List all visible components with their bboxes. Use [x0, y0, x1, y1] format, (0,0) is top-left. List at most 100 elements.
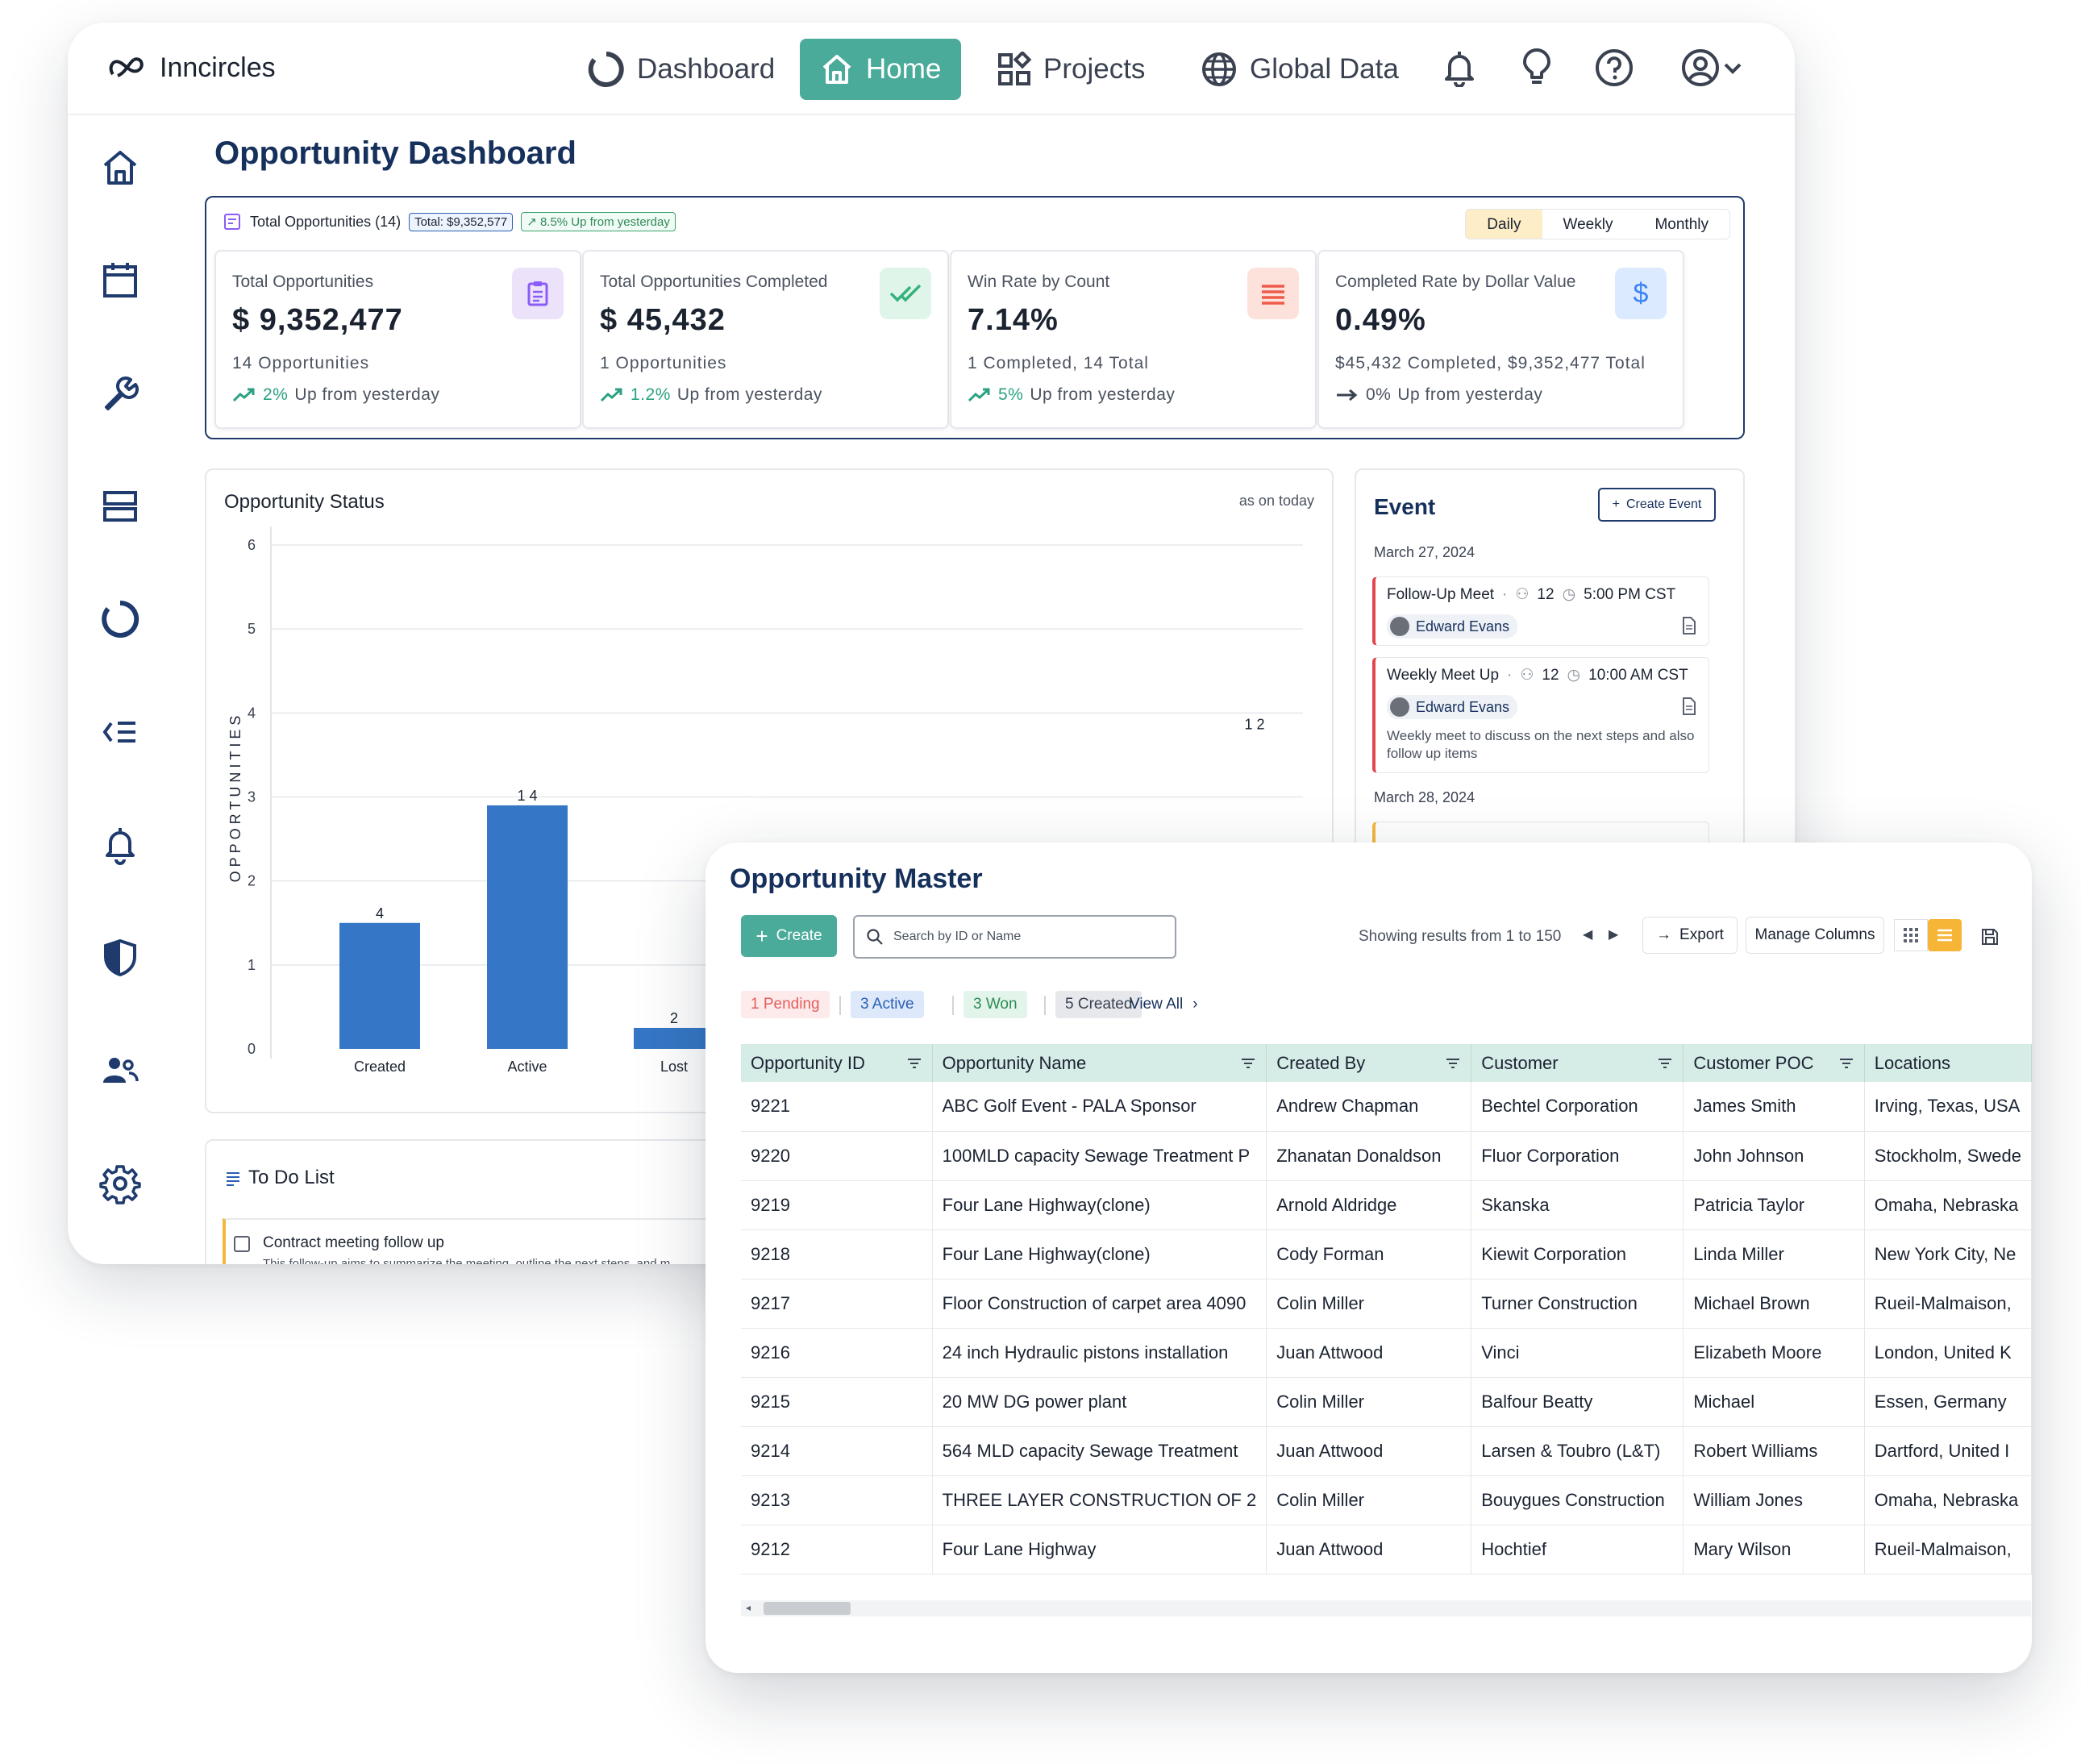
- table-row[interactable]: 9212 Four Lane Highway Juan Attwood Hochtie…: [741, 1525, 2032, 1575]
- gear-icon[interactable]: [98, 1162, 142, 1205]
- filter-icon[interactable]: [1240, 1057, 1256, 1070]
- server-icon[interactable]: [98, 485, 142, 528]
- search-box[interactable]: Search by ID or Name: [853, 915, 1176, 959]
- column-header[interactable]: Opportunity ID: [741, 1044, 933, 1082]
- kpi-card[interactable]: Win Rate by Count 7.14% 1 Completed, 14 …: [950, 250, 1317, 429]
- people-icon[interactable]: [98, 1049, 142, 1092]
- table-cell: Vinci: [1471, 1328, 1684, 1378]
- kpi-trend-percent: 0%: [1366, 385, 1392, 404]
- summary-header: Total Opportunities (14) Total: $9,352,5…: [223, 212, 676, 231]
- filter-icon[interactable]: [1838, 1057, 1854, 1070]
- horizontal-scrollbar[interactable]: ◂: [741, 1600, 2031, 1616]
- user-menu-button[interactable]: [1672, 47, 1753, 89]
- list-view-icon[interactable]: [1928, 919, 1962, 951]
- event-item-title: Weekly Meet Up: [1387, 666, 1500, 684]
- table-cell: Linda Miller: [1683, 1229, 1865, 1279]
- table-row[interactable]: 9219 Four Lane Highway(clone) Arnold Aldri…: [741, 1180, 2032, 1230]
- filter-icon[interactable]: [1657, 1057, 1673, 1070]
- scrollbar-thumb[interactable]: [764, 1602, 851, 1615]
- period-daily[interactable]: Daily: [1466, 210, 1542, 239]
- bell-icon[interactable]: [98, 823, 142, 867]
- kpi-card[interactable]: Completed Rate by Dollar Value 0.49% $45…: [1317, 250, 1684, 429]
- table-cell: Elizabeth Moore: [1683, 1328, 1865, 1378]
- attendees-icon: ⚇: [1520, 667, 1534, 684]
- table-cell: 9212: [741, 1525, 933, 1575]
- nav-global-data[interactable]: Global Data: [1180, 39, 1418, 100]
- status-filter-chip[interactable]: 3 Won: [964, 991, 1027, 1018]
- nav-projects[interactable]: Projects: [977, 39, 1164, 100]
- trend-up-icon: [232, 388, 255, 402]
- column-header[interactable]: Opportunity Name: [932, 1044, 1267, 1082]
- kpi-trend-text: Up from yesterday: [676, 385, 822, 404]
- status-filter-chip[interactable]: 1 Pending: [741, 991, 830, 1018]
- document-icon[interactable]: [1681, 616, 1697, 635]
- filter-icon[interactable]: [906, 1057, 922, 1070]
- up-chip-text: 8.5% Up from yesterday: [539, 215, 670, 229]
- bell-icon: [1445, 52, 1474, 87]
- view-toggle: [1894, 917, 1962, 954]
- scroll-left-icon[interactable]: ◂: [746, 1602, 751, 1613]
- kpi-card[interactable]: Total Opportunities $ 9,352,477 14 Oppor…: [214, 250, 581, 429]
- column-header[interactable]: Customer: [1471, 1044, 1684, 1082]
- next-page-icon[interactable]: ▶: [1609, 928, 1619, 942]
- status-filter-chip[interactable]: 3 Active: [851, 991, 924, 1018]
- status-filter-chip[interactable]: 5 Created: [1055, 991, 1142, 1018]
- clock-icon: ◷: [1567, 667, 1581, 684]
- grid-view-icon[interactable]: [1894, 919, 1928, 951]
- svg-text:$: $: [1634, 278, 1649, 309]
- tips-button[interactable]: [1516, 47, 1558, 89]
- table-cell: THREE LAYER CONSTRUCTION OF 2: [932, 1475, 1267, 1525]
- user-icon: [1682, 49, 1719, 86]
- kpi-card[interactable]: Total Opportunities Completed $ 45,432 1…: [582, 250, 949, 429]
- view-all-link[interactable]: View All ›: [1130, 996, 1198, 1013]
- todo-checkbox[interactable]: [234, 1236, 250, 1252]
- event-title: Event: [1374, 494, 1436, 519]
- shield-icon[interactable]: [98, 936, 142, 980]
- period-monthly[interactable]: Monthly: [1654, 216, 1709, 233]
- prev-page-icon[interactable]: ◀: [1583, 928, 1593, 942]
- app-logo[interactable]: Inncircles: [106, 52, 276, 84]
- home-icon[interactable]: [98, 146, 142, 189]
- help-button[interactable]: [1593, 47, 1635, 89]
- note-icon: [224, 214, 240, 230]
- filter-icon[interactable]: [1445, 1057, 1461, 1070]
- table-row[interactable]: 9221 ABC Golf Event - PALA Sponsor Andrew …: [741, 1082, 2032, 1132]
- table-row[interactable]: 9215 20 MW DG power plant Colin Miller Balf…: [741, 1377, 2032, 1427]
- table-row[interactable]: 9216 24 inch Hydraulic pistons installati…: [741, 1328, 2032, 1378]
- ring-icon[interactable]: [98, 597, 142, 641]
- table-cell: Four Lane Highway(clone): [932, 1229, 1267, 1279]
- kpi-trend-text: Up from yesterday: [1397, 385, 1543, 404]
- table-row[interactable]: 9217 Floor Construction of carpet area 40…: [741, 1279, 2032, 1329]
- event-item[interactable]: Follow-Up Meet · ⚇ 12 ◷ 5:00 PM CST Edwa…: [1372, 576, 1709, 646]
- column-header-label: Locations: [1874, 1052, 1950, 1073]
- calendar-icon[interactable]: [98, 259, 142, 302]
- checklist-icon[interactable]: [98, 710, 142, 754]
- document-icon[interactable]: [1681, 697, 1697, 716]
- column-header[interactable]: Customer POC: [1683, 1044, 1865, 1082]
- create-button[interactable]: + Create: [741, 915, 837, 957]
- todo-title: To Do List: [248, 1167, 335, 1188]
- notifications-button[interactable]: [1438, 47, 1480, 89]
- nav-dashboard[interactable]: Dashboard: [568, 39, 794, 100]
- table-row[interactable]: 9220 100MLD capacity Sewage Treatment P Zh…: [741, 1131, 2032, 1181]
- table-row[interactable]: 9218 Four Lane Highway(clone) Cody Forman K…: [741, 1229, 2032, 1279]
- opportunity-table: Opportunity ID Opportunity Name Created By…: [741, 1044, 2032, 1575]
- search-input[interactable]: Search by ID or Name: [893, 930, 1022, 943]
- table-row[interactable]: 9213 THREE LAYER CONSTRUCTION OF 2 Colin M…: [741, 1475, 2032, 1525]
- nav-home[interactable]: Home: [800, 39, 961, 100]
- export-button[interactable]: → Export: [1642, 917, 1738, 954]
- kpi-subtext: 1 Completed, 14 Total: [968, 354, 1149, 372]
- column-header[interactable]: Created By: [1266, 1044, 1472, 1082]
- create-event-button[interactable]: + Create Event: [1598, 488, 1716, 522]
- table-row[interactable]: 9214 564 MLD capacity Sewage Treatment Jua…: [741, 1426, 2032, 1476]
- arrow-right-icon: →: [1656, 926, 1672, 943]
- wrench-icon[interactable]: [98, 372, 142, 415]
- search-icon: [867, 929, 883, 945]
- save-icon[interactable]: [1981, 928, 1999, 946]
- trend-up-icon: [600, 388, 622, 402]
- column-header[interactable]: Locations: [1864, 1044, 2032, 1082]
- event-item[interactable]: Weekly Meet Up · ⚇ 12 ◷ 10:00 AM CST Edw…: [1372, 657, 1709, 773]
- period-weekly[interactable]: Weekly: [1563, 216, 1613, 233]
- manage-columns-button[interactable]: Manage Columns: [1746, 917, 1884, 954]
- logo-text: Inncircles: [160, 52, 276, 83]
